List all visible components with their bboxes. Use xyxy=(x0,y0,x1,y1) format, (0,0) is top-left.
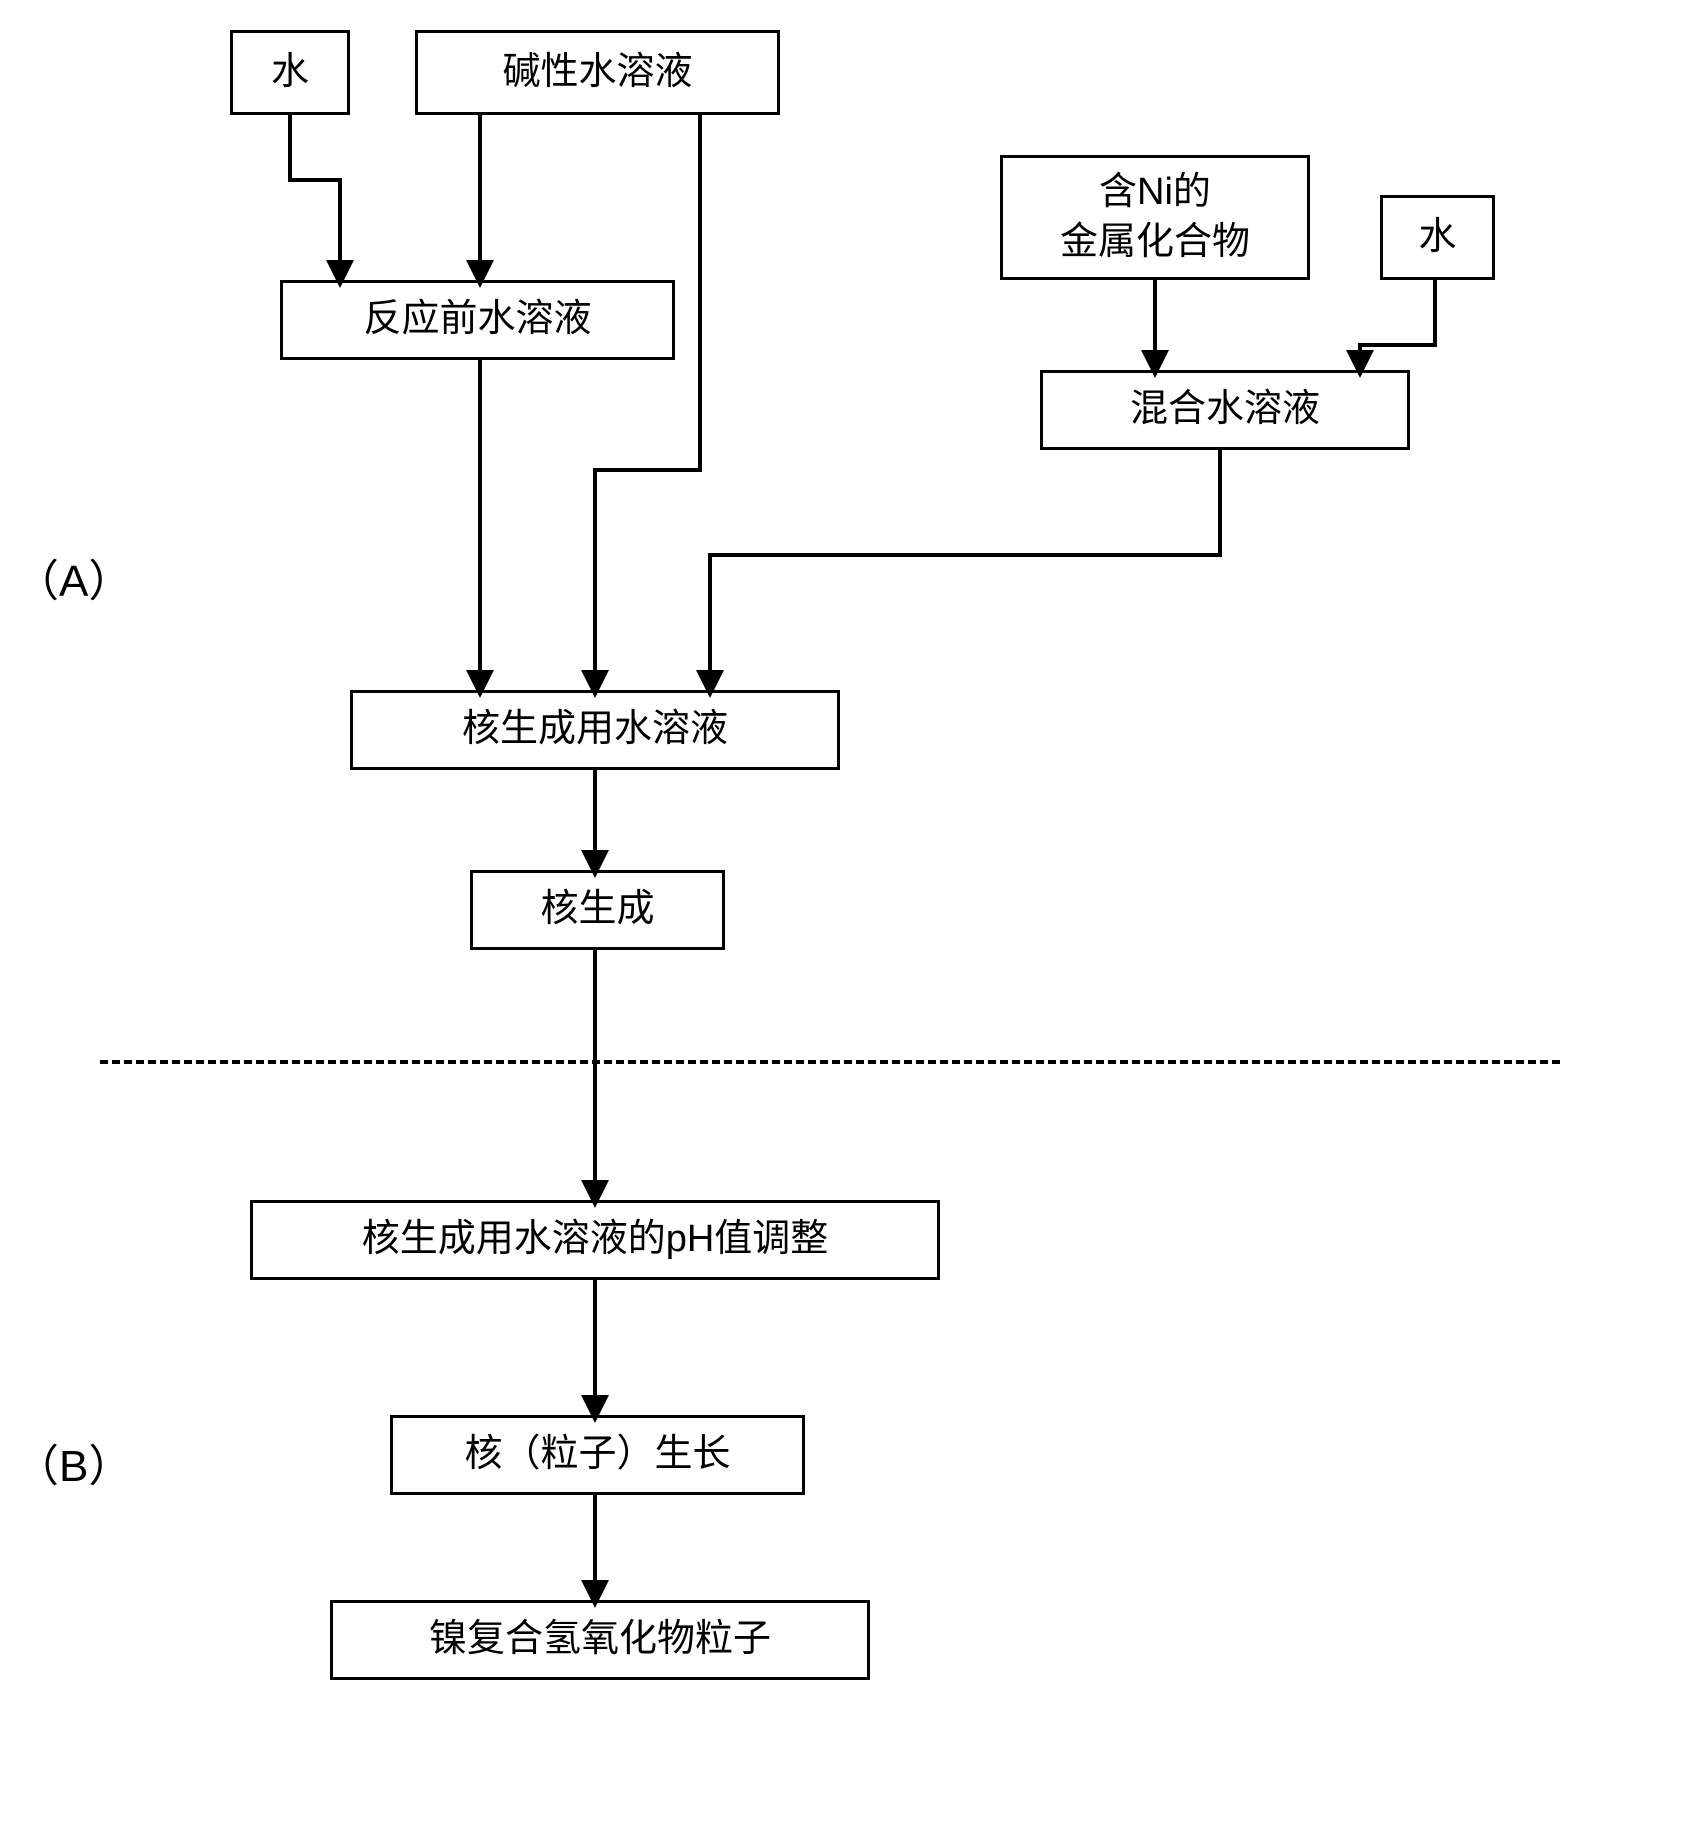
edge-arrow xyxy=(710,450,1220,690)
node-water2: 水 xyxy=(1380,195,1495,280)
node-label: 核（粒子）生长 xyxy=(464,1430,730,1479)
edge-arrow xyxy=(595,115,700,690)
section-label-a: （A） xyxy=(15,545,132,609)
node-alkaline: 碱性水溶液 xyxy=(415,30,780,115)
node-ni-hydroxide: 镍复合氢氧化物粒子 xyxy=(330,1600,870,1680)
flowchart-container: （A） （B） 水 碱性水溶液 含Ni的 金属化合物 水 反应前水溶液 混合水溶… xyxy=(0,0,1693,1830)
node-water1: 水 xyxy=(230,30,350,115)
node-ph-adjust: 核生成用水溶液的pH值调整 xyxy=(250,1200,940,1280)
node-pre-reaction: 反应前水溶液 xyxy=(280,280,675,360)
node-label: 核生成用水溶液 xyxy=(462,705,728,754)
node-label: 水 xyxy=(1418,213,1456,262)
node-nucleation-solution: 核生成用水溶液 xyxy=(350,690,840,770)
edge-arrow xyxy=(1360,280,1435,370)
node-label: 碱性水溶液 xyxy=(502,48,692,97)
node-label: 反应前水溶液 xyxy=(363,295,591,344)
node-label: 水 xyxy=(271,48,309,97)
section-label-b: （B） xyxy=(15,1430,132,1494)
node-label: 核生成 xyxy=(540,885,654,934)
node-particle-growth: 核（粒子）生长 xyxy=(390,1415,805,1495)
node-label: 混合水溶液 xyxy=(1130,385,1320,434)
edge-arrow xyxy=(290,115,340,280)
node-label: 核生成用水溶液的pH值调整 xyxy=(362,1215,829,1264)
divider-dashed xyxy=(100,1060,1560,1064)
node-mixed-solution: 混合水溶液 xyxy=(1040,370,1410,450)
node-label: 镍复合氢氧化物粒子 xyxy=(429,1615,771,1664)
node-nucleation: 核生成 xyxy=(470,870,725,950)
node-ni-compound: 含Ni的 金属化合物 xyxy=(1000,155,1310,280)
node-label: 含Ni的 金属化合物 xyxy=(1060,168,1250,267)
